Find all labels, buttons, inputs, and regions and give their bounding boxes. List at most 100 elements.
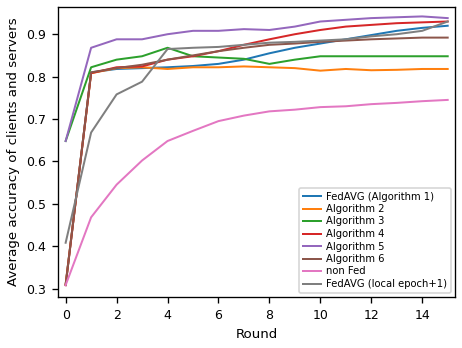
Algorithm 4 bbox=[216, 49, 221, 53]
FedAVG (Algorithm 1) bbox=[394, 29, 400, 33]
Algorithm 2 bbox=[139, 65, 145, 69]
X-axis label: Round: Round bbox=[236, 328, 278, 341]
Algorithm 6 bbox=[139, 63, 145, 67]
Algorithm 3 bbox=[63, 139, 68, 143]
FedAVG (local epoch+1) bbox=[369, 34, 374, 38]
Algorithm 2 bbox=[63, 282, 68, 286]
FedAVG (Algorithm 1) bbox=[190, 64, 196, 68]
non Fed bbox=[317, 105, 323, 109]
Algorithm 6 bbox=[292, 41, 298, 46]
Algorithm 6 bbox=[394, 37, 400, 41]
Algorithm 6 bbox=[343, 39, 349, 43]
FedAVG (Algorithm 1) bbox=[343, 37, 349, 41]
non Fed bbox=[419, 99, 425, 103]
Algorithm 5 bbox=[419, 14, 425, 18]
FedAVG (local epoch+1) bbox=[88, 130, 94, 135]
Algorithm 2 bbox=[88, 71, 94, 75]
Algorithm 4 bbox=[114, 65, 119, 69]
FedAVG (local epoch+1) bbox=[394, 32, 400, 36]
Algorithm 6 bbox=[88, 70, 94, 74]
Algorithm 4 bbox=[190, 54, 196, 58]
Line: Algorithm 4: Algorithm 4 bbox=[66, 22, 448, 285]
FedAVG (local epoch+1) bbox=[317, 39, 323, 43]
Algorithm 2 bbox=[267, 65, 272, 69]
Algorithm 5 bbox=[165, 32, 170, 36]
non Fed bbox=[216, 119, 221, 123]
Algorithm 2 bbox=[369, 68, 374, 72]
Algorithm 3 bbox=[267, 62, 272, 66]
Algorithm 6 bbox=[369, 37, 374, 41]
Algorithm 5 bbox=[216, 29, 221, 33]
Algorithm 4 bbox=[165, 57, 170, 62]
Line: FedAVG (Algorithm 1): FedAVG (Algorithm 1) bbox=[66, 26, 448, 284]
Algorithm 6 bbox=[317, 40, 323, 44]
Algorithm 3 bbox=[394, 54, 400, 58]
Algorithm 4 bbox=[419, 20, 425, 24]
Algorithm 6 bbox=[267, 43, 272, 47]
Algorithm 5 bbox=[88, 46, 94, 50]
Algorithm 3 bbox=[165, 46, 170, 50]
non Fed bbox=[445, 98, 450, 102]
Algorithm 4 bbox=[394, 21, 400, 25]
Algorithm 5 bbox=[343, 18, 349, 22]
Algorithm 3 bbox=[445, 54, 450, 58]
Algorithm 5 bbox=[114, 37, 119, 41]
Algorithm 5 bbox=[241, 27, 247, 31]
Algorithm 2 bbox=[165, 67, 170, 71]
Line: Algorithm 6: Algorithm 6 bbox=[66, 38, 448, 285]
Algorithm 3 bbox=[241, 57, 247, 61]
FedAVG (Algorithm 1) bbox=[114, 67, 119, 71]
FedAVG (Algorithm 1) bbox=[445, 24, 450, 28]
FedAVG (Algorithm 1) bbox=[165, 65, 170, 69]
Algorithm 5 bbox=[63, 139, 68, 143]
Algorithm 4 bbox=[343, 24, 349, 29]
Algorithm 5 bbox=[292, 24, 298, 29]
non Fed bbox=[267, 109, 272, 113]
non Fed bbox=[88, 215, 94, 219]
Algorithm 3 bbox=[114, 57, 119, 62]
Algorithm 6 bbox=[63, 283, 68, 287]
FedAVG (local epoch+1) bbox=[343, 37, 349, 41]
Algorithm 4 bbox=[88, 71, 94, 75]
Algorithm 4 bbox=[317, 28, 323, 32]
Algorithm 5 bbox=[139, 37, 145, 41]
Algorithm 6 bbox=[216, 49, 221, 53]
Algorithm 6 bbox=[165, 57, 170, 62]
Algorithm 2 bbox=[114, 66, 119, 70]
FedAVG (Algorithm 1) bbox=[139, 66, 145, 70]
Line: Algorithm 5: Algorithm 5 bbox=[66, 16, 448, 141]
Line: Algorithm 3: Algorithm 3 bbox=[66, 48, 448, 141]
Algorithm 6 bbox=[445, 35, 450, 40]
Algorithm 2 bbox=[394, 68, 400, 72]
FedAVG (local epoch+1) bbox=[165, 47, 170, 51]
FedAVG (Algorithm 1) bbox=[292, 46, 298, 50]
Algorithm 5 bbox=[267, 28, 272, 32]
Algorithm 3 bbox=[292, 57, 298, 62]
FedAVG (Algorithm 1) bbox=[317, 41, 323, 46]
FedAVG (Algorithm 1) bbox=[63, 282, 68, 286]
Algorithm 2 bbox=[343, 67, 349, 71]
Line: FedAVG (local epoch+1): FedAVG (local epoch+1) bbox=[66, 22, 448, 243]
non Fed bbox=[190, 129, 196, 133]
FedAVG (local epoch+1) bbox=[139, 80, 145, 84]
Algorithm 3 bbox=[216, 55, 221, 60]
non Fed bbox=[114, 183, 119, 187]
Algorithm 5 bbox=[317, 19, 323, 24]
FedAVG (local epoch+1) bbox=[63, 241, 68, 245]
FedAVG (local epoch+1) bbox=[216, 45, 221, 49]
Algorithm 3 bbox=[419, 54, 425, 58]
FedAVG (Algorithm 1) bbox=[241, 57, 247, 62]
Algorithm 2 bbox=[216, 65, 221, 69]
Algorithm 5 bbox=[369, 16, 374, 20]
Algorithm 2 bbox=[419, 67, 425, 71]
Algorithm 3 bbox=[317, 54, 323, 58]
FedAVG (local epoch+1) bbox=[419, 29, 425, 33]
Algorithm 2 bbox=[241, 64, 247, 69]
Algorithm 5 bbox=[394, 15, 400, 19]
Algorithm 2 bbox=[317, 69, 323, 73]
Line: Algorithm 2: Algorithm 2 bbox=[66, 66, 448, 284]
Algorithm 3 bbox=[88, 65, 94, 69]
Y-axis label: Average accuracy of clients and servers: Average accuracy of clients and servers bbox=[6, 17, 20, 286]
FedAVG (Algorithm 1) bbox=[216, 62, 221, 66]
FedAVG (local epoch+1) bbox=[445, 19, 450, 24]
